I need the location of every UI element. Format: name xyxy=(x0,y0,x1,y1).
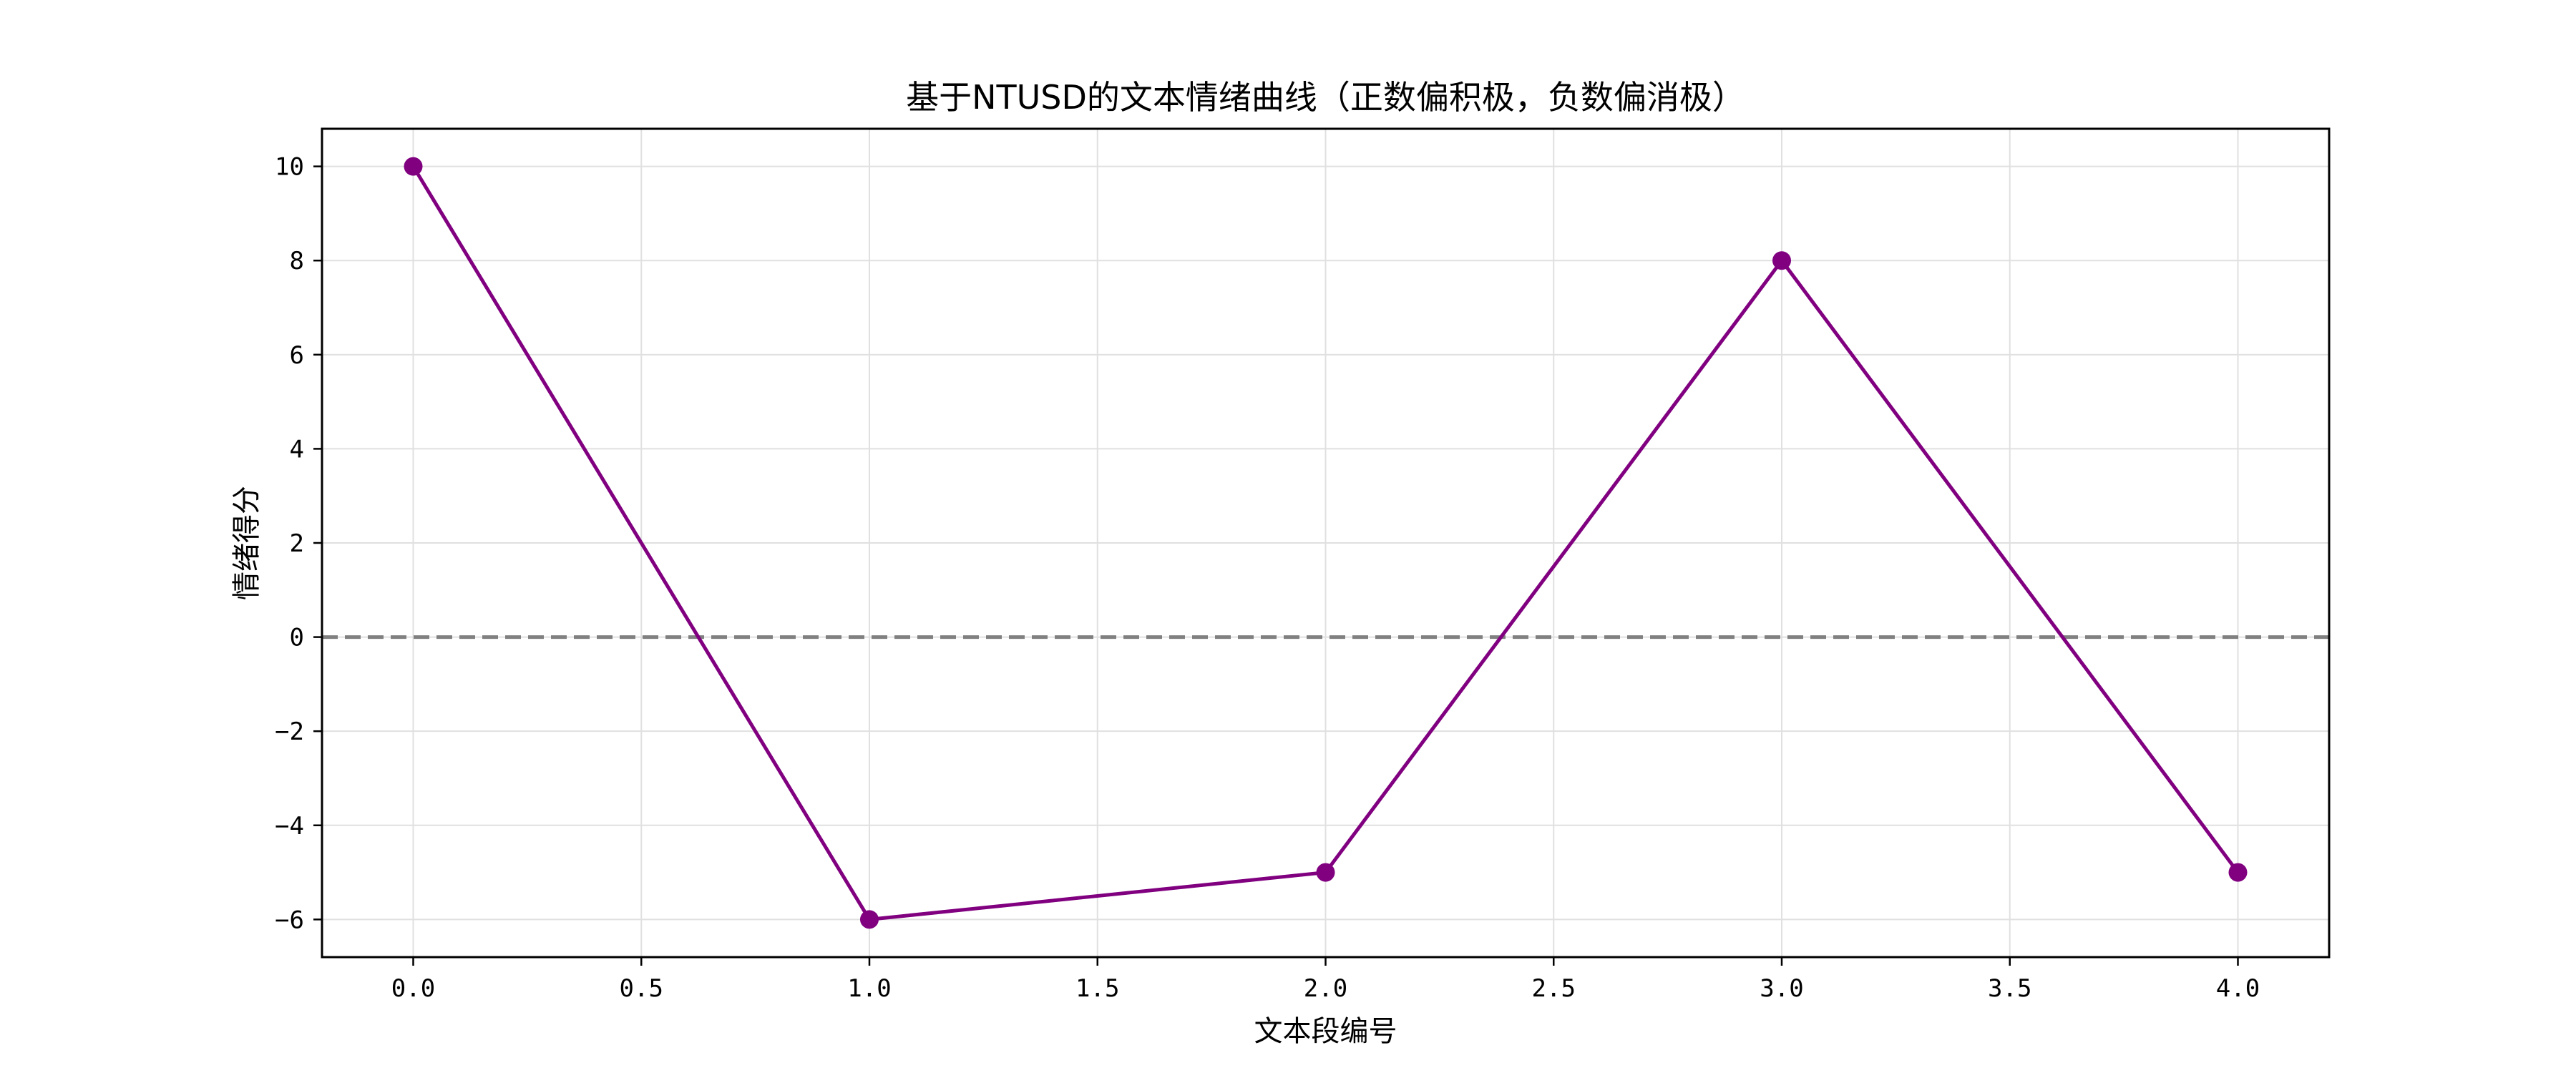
series-layer xyxy=(404,157,2248,929)
x-tick-label: 2.5 xyxy=(1532,974,1576,1003)
x-axis-label: 文本段编号 xyxy=(1254,1015,1397,1048)
x-tick-label: 0.5 xyxy=(620,974,663,1003)
grid xyxy=(322,129,2329,957)
x-tick-label: 0.0 xyxy=(391,974,435,1003)
x-tick-label: 4.0 xyxy=(2216,974,2260,1003)
data-point xyxy=(860,910,879,929)
y-tick-label: −4 xyxy=(275,812,304,841)
y-tick-label: 6 xyxy=(290,341,304,370)
x-tick-label: 2.0 xyxy=(1304,974,1347,1003)
x-tick-label: 1.5 xyxy=(1075,974,1119,1003)
ticks: 0.0 0.5 1.0 1.5 2.0 2.5 3.0 3.5 4.0 −6 −4 −2 0 2 4 6 8 10 xyxy=(275,153,2260,1003)
y-tick-label: 8 xyxy=(290,247,304,275)
y-tick-label: 0 xyxy=(290,624,304,652)
data-point xyxy=(2228,863,2248,882)
y-tick-label: 2 xyxy=(290,529,304,558)
x-tick-label: 1.0 xyxy=(847,974,891,1003)
y-tick-label: 10 xyxy=(275,153,304,182)
chart-title: 基于NTUSD的文本情绪曲线（正数偏积极，负数偏消极） xyxy=(906,78,1745,117)
y-tick-label: 4 xyxy=(290,435,304,464)
data-point xyxy=(404,157,423,176)
x-tick-label: 3.0 xyxy=(1760,974,1803,1003)
x-tick-label: 3.5 xyxy=(1988,974,2031,1003)
y-tick-label: −6 xyxy=(275,906,304,934)
y-axis-label: 情绪得分 xyxy=(230,486,263,600)
data-point xyxy=(1772,251,1791,270)
data-point xyxy=(1316,863,1335,882)
y-tick-label: −2 xyxy=(275,717,304,746)
